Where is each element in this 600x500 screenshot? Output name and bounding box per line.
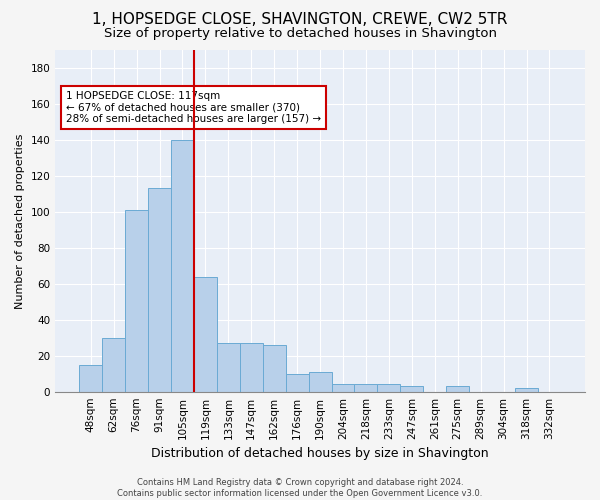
Bar [286, 374, 308, 392]
Bar [79, 364, 102, 392]
Bar [125, 210, 148, 392]
X-axis label: Distribution of detached houses by size in Shavington: Distribution of detached houses by size … [151, 447, 489, 460]
Bar [400, 386, 423, 392]
Bar [515, 388, 538, 392]
Text: Contains HM Land Registry data © Crown copyright and database right 2024.
Contai: Contains HM Land Registry data © Crown c… [118, 478, 482, 498]
Bar [102, 338, 125, 392]
Bar [263, 345, 286, 392]
Text: 1, HOPSEDGE CLOSE, SHAVINGTON, CREWE, CW2 5TR: 1, HOPSEDGE CLOSE, SHAVINGTON, CREWE, CW… [92, 12, 508, 28]
Bar [194, 276, 217, 392]
Bar [377, 384, 400, 392]
Bar [308, 372, 332, 392]
Bar [446, 386, 469, 392]
Bar [148, 188, 171, 392]
Bar [332, 384, 355, 392]
Text: 1 HOPSEDGE CLOSE: 117sqm
← 67% of detached houses are smaller (370)
28% of semi-: 1 HOPSEDGE CLOSE: 117sqm ← 67% of detach… [66, 91, 321, 124]
Bar [171, 140, 194, 392]
Bar [240, 343, 263, 392]
Bar [355, 384, 377, 392]
Y-axis label: Number of detached properties: Number of detached properties [15, 133, 25, 308]
Bar [217, 343, 240, 392]
Text: Size of property relative to detached houses in Shavington: Size of property relative to detached ho… [104, 28, 497, 40]
